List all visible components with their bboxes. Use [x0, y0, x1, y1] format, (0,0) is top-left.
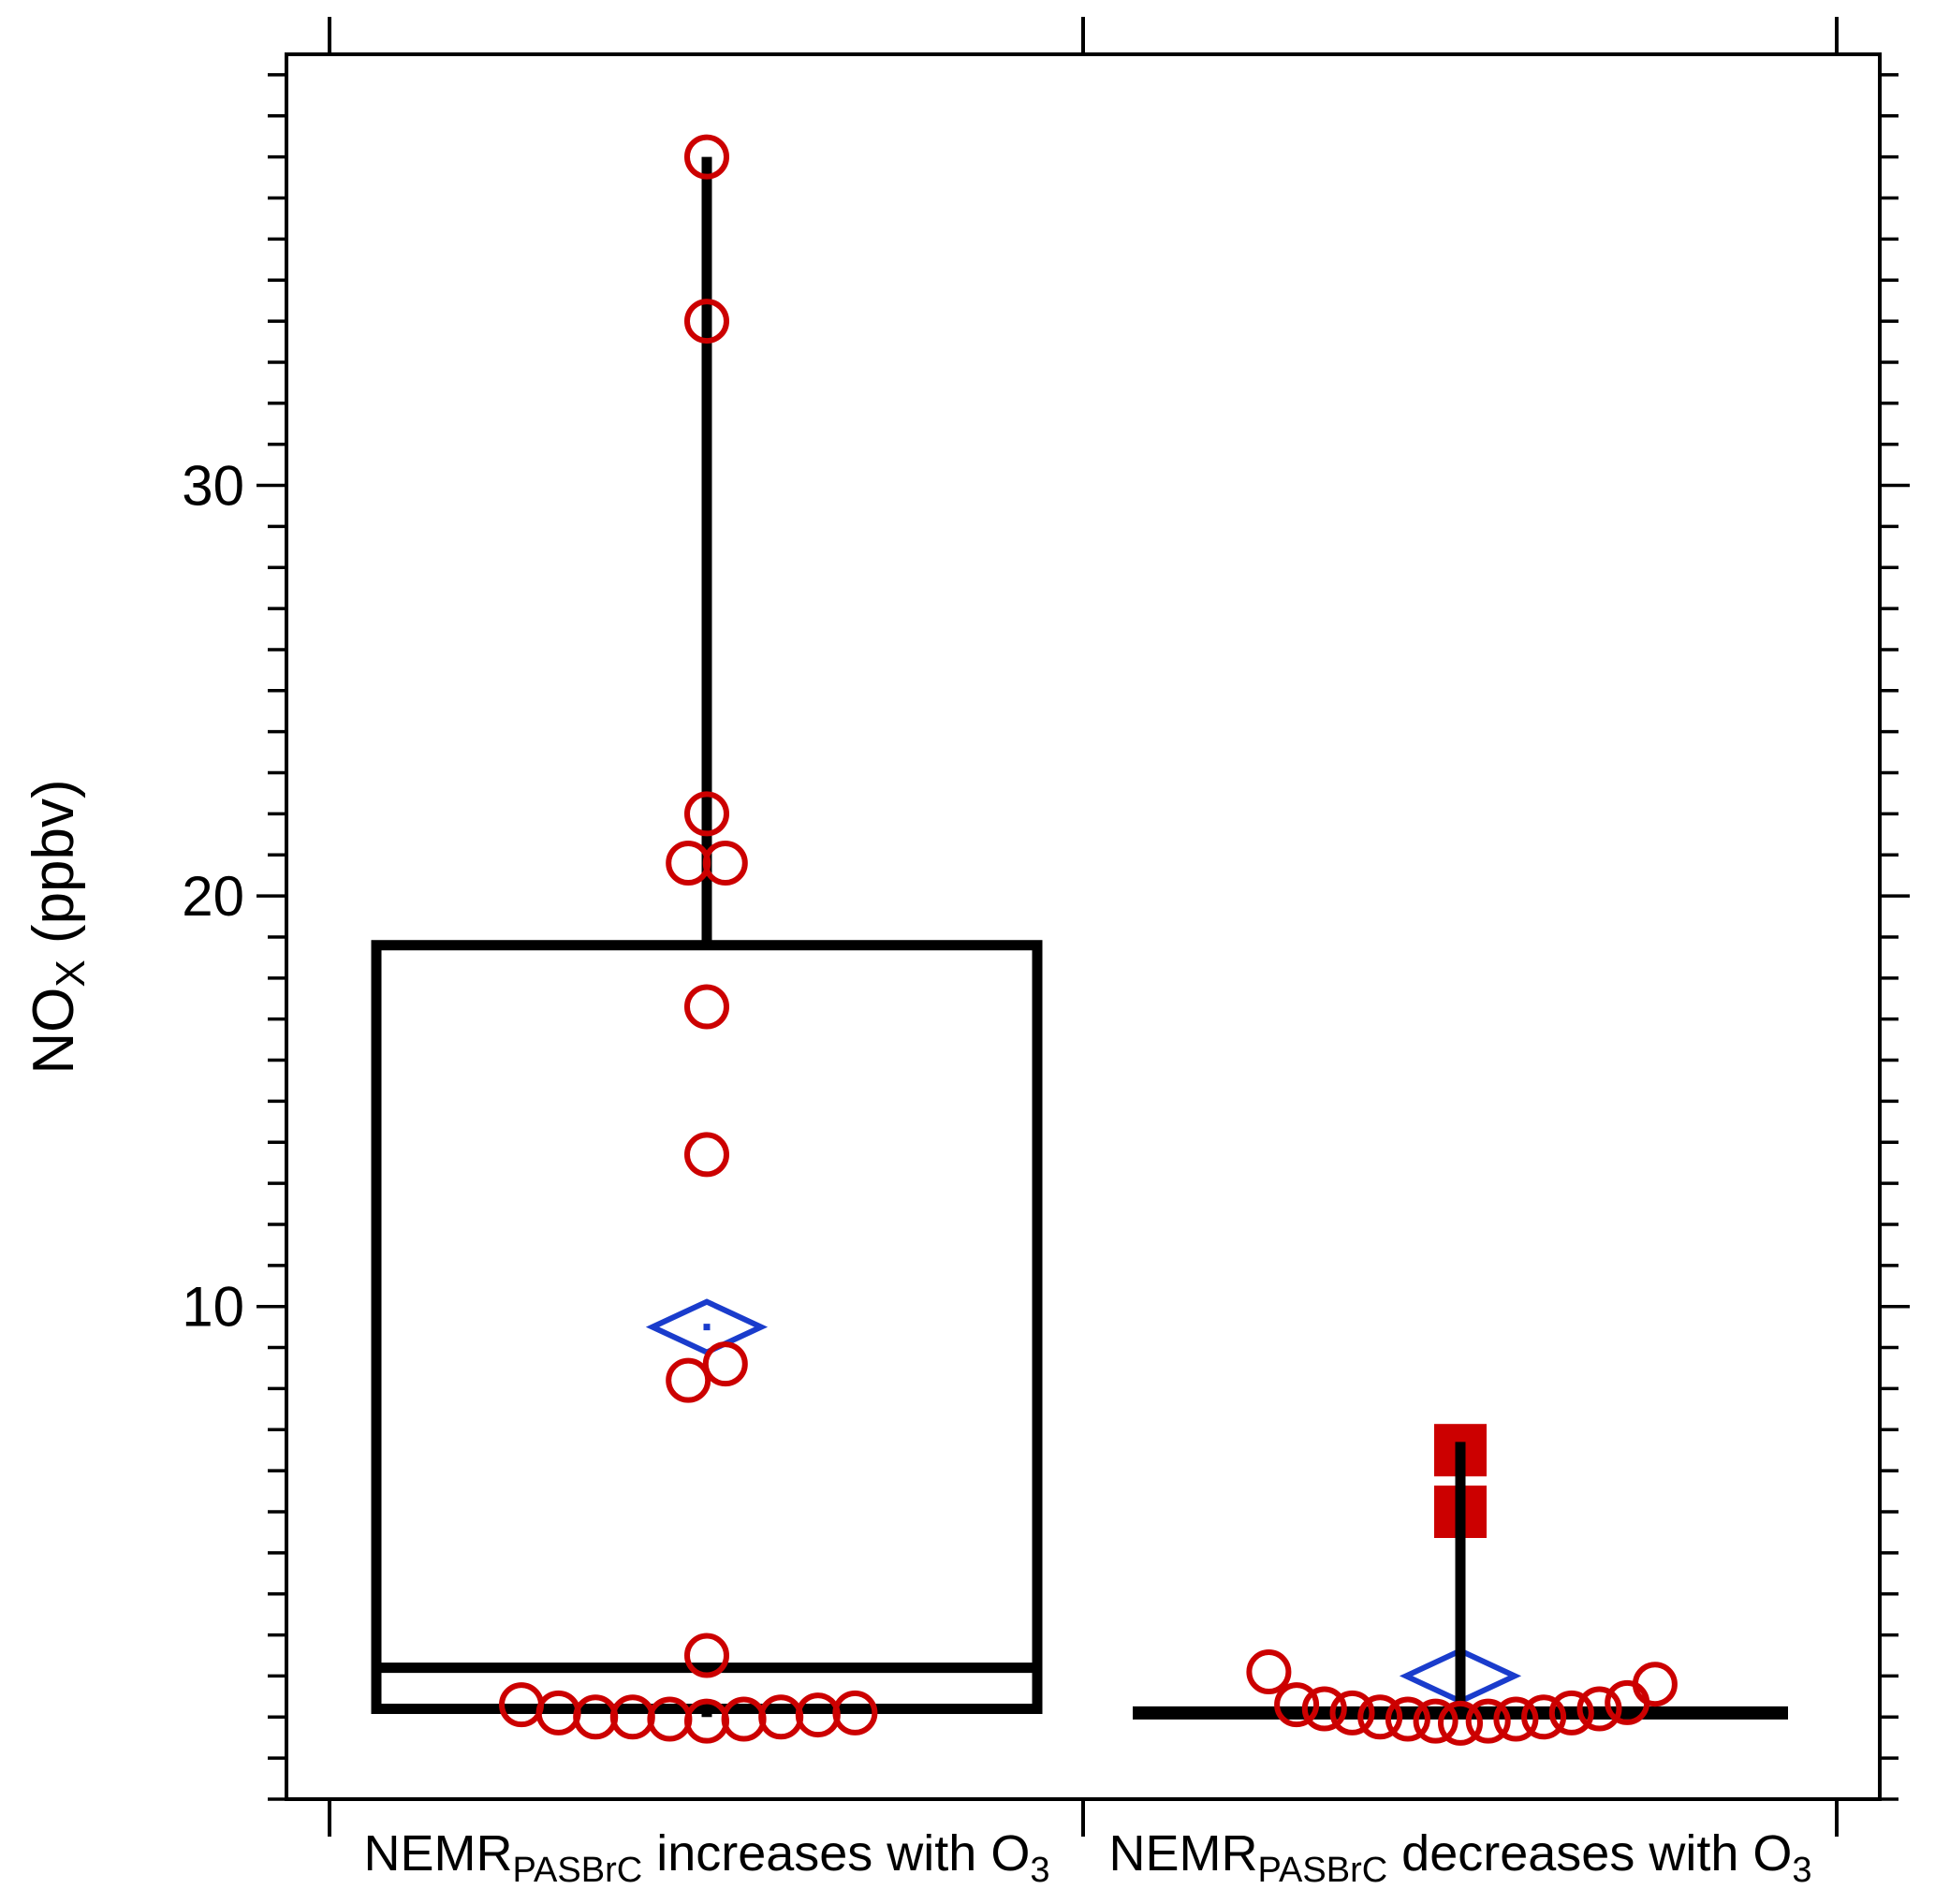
- data-point: [758, 1694, 804, 1740]
- data-point: [1438, 1700, 1483, 1746]
- iqr-box: [371, 940, 1043, 1715]
- data-points: [499, 134, 1678, 1746]
- data-point: [684, 984, 729, 1030]
- data-point: [1548, 1690, 1594, 1736]
- y-axis-title-unit: (ppbv): [22, 779, 86, 959]
- box-series: [371, 156, 1788, 1720]
- data-point: [1632, 1662, 1678, 1707]
- data-point: [684, 1132, 729, 1178]
- data-point: [684, 299, 729, 344]
- category-label-1: NEMRPASBrC increases with O3: [364, 1825, 1050, 1890]
- y-tick-label: 10: [182, 1276, 244, 1339]
- data-point: [832, 1690, 878, 1736]
- category-label-text: decreases with O: [1387, 1825, 1792, 1882]
- data-point: [702, 1341, 748, 1387]
- data-point: [666, 1357, 711, 1403]
- mean-diamond: [1399, 1648, 1522, 1705]
- data-point: [1301, 1686, 1347, 1732]
- data-point: [1576, 1686, 1622, 1732]
- category-label-subscript: PASBrC: [513, 1851, 643, 1890]
- data-point: [684, 1633, 729, 1678]
- data-point: [702, 841, 748, 886]
- data-point: [1329, 1690, 1375, 1736]
- category-label-2: NEMRPASBrC decreases with O3: [1109, 1825, 1812, 1890]
- y-tick-label: 30: [182, 455, 244, 518]
- y-axis-title-main: NO: [22, 988, 86, 1075]
- data-point: [1465, 1698, 1511, 1744]
- data-point: [1521, 1694, 1567, 1740]
- data-point: [795, 1692, 841, 1738]
- data-point: [1357, 1694, 1403, 1740]
- data-point: [1274, 1682, 1320, 1728]
- category-label-text: increases with O: [642, 1825, 1030, 1882]
- category-label-prefix: NEMR: [1109, 1825, 1258, 1882]
- mean-dot: [703, 1324, 711, 1331]
- data-point: [684, 134, 729, 180]
- data-point: [1246, 1649, 1292, 1695]
- y-axis-title: NOX (ppbv): [22, 779, 94, 1074]
- mean-diamond: [645, 1298, 769, 1355]
- plot-axes: [257, 17, 1910, 1837]
- data-point: [1385, 1696, 1430, 1742]
- y-axis-title-subscript: X: [48, 959, 94, 987]
- data-point: [1493, 1696, 1539, 1742]
- y-tick-label: 20: [182, 865, 244, 928]
- category-label-subscript-2: 3: [1792, 1851, 1811, 1890]
- category-label-subscript: PASBrC: [1258, 1851, 1388, 1890]
- category-label-prefix: NEMR: [364, 1825, 513, 1882]
- category-label-subscript-2: 3: [1030, 1851, 1049, 1890]
- data-point: [609, 1694, 655, 1740]
- data-point: [573, 1694, 619, 1740]
- plot-frame: [285, 52, 1882, 1801]
- data-point: [1413, 1698, 1459, 1744]
- data-point: [684, 791, 729, 837]
